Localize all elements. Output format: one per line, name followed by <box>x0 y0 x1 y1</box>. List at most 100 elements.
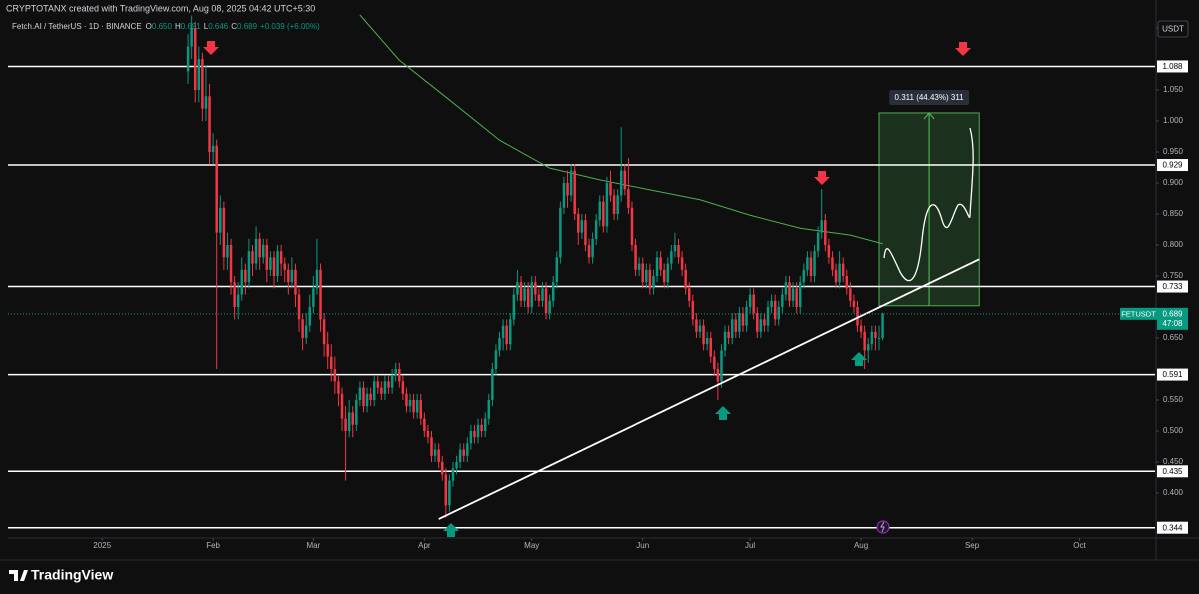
candle-body <box>852 300 856 307</box>
y-tick-label: 0.550 <box>1163 395 1184 404</box>
candle-body <box>362 387 365 407</box>
candle-body <box>816 232 820 252</box>
candle-body <box>466 443 469 456</box>
candle-body <box>415 399 419 413</box>
candle-body <box>680 257 684 270</box>
candle-body <box>383 381 387 394</box>
x-tick-label: Feb <box>206 541 220 550</box>
candle-body <box>616 195 619 215</box>
plot-area: 1.1501.0501.0000.9500.9000.8500.8000.750… <box>0 0 1199 561</box>
brand-name: TradingView <box>31 567 113 583</box>
candle-body <box>788 282 791 301</box>
candle-body <box>555 257 559 283</box>
candle-body <box>498 337 501 351</box>
candle-body <box>455 461 458 469</box>
candle-body <box>827 245 831 258</box>
last-price-box <box>1157 307 1188 330</box>
candle-body <box>841 263 845 276</box>
candle-body <box>365 393 369 407</box>
ohlc-value: 0.691 <box>181 22 202 31</box>
buy-arrow <box>851 352 867 366</box>
x-tick-label: 2025 <box>93 541 111 550</box>
candle-body <box>201 59 204 109</box>
candle-body <box>813 251 816 276</box>
y-tick-label: 0.650 <box>1163 333 1184 342</box>
projection-path <box>883 127 974 282</box>
candle-body <box>612 195 616 215</box>
candle-body <box>265 245 269 270</box>
candle-body <box>791 288 795 301</box>
candle-body <box>451 468 455 481</box>
candle-body <box>630 207 634 246</box>
candle-body <box>605 183 609 227</box>
candle-body <box>494 350 498 369</box>
candle-body <box>233 282 236 307</box>
candle-body <box>226 245 229 258</box>
candle-body <box>619 170 623 196</box>
candle-body <box>544 288 548 314</box>
candle-body <box>688 288 691 301</box>
event-icon-bolt <box>880 521 885 533</box>
ohlc-key: L <box>204 22 209 31</box>
candle-body <box>251 251 254 264</box>
y-tick-label: 0.800 <box>1163 240 1184 249</box>
x-tick-label: Oct <box>1073 541 1086 550</box>
candle-body <box>358 387 362 400</box>
currency-button[interactable] <box>1157 20 1189 38</box>
candle-body <box>666 263 670 283</box>
candle-body <box>881 313 884 338</box>
candle-body <box>287 269 290 283</box>
candle-body <box>598 201 602 221</box>
candle-body <box>509 319 512 345</box>
ohlc-key: H <box>175 22 181 31</box>
level-label-box <box>1157 465 1188 478</box>
candle-body <box>745 306 748 326</box>
candle-body <box>423 418 426 431</box>
candle-body <box>720 350 723 382</box>
currency-label[interactable]: USDT <box>1162 25 1184 34</box>
candle-body <box>208 96 211 153</box>
level-label-box <box>1157 60 1188 73</box>
level-label: 0.435 <box>1162 467 1183 476</box>
candle-body <box>355 399 358 425</box>
candle-body <box>526 288 530 307</box>
candle-body <box>476 424 480 438</box>
candle-body <box>398 368 401 382</box>
x-tick-label: Mar <box>306 541 320 550</box>
candle-body <box>419 399 423 419</box>
candle-body <box>691 300 695 320</box>
candle-body <box>351 412 354 425</box>
candle-body <box>534 282 537 295</box>
candle-body <box>297 294 301 320</box>
candle-body <box>734 319 738 332</box>
candle-body <box>519 282 523 301</box>
x-tick-label: Aug <box>854 541 868 550</box>
candle-body <box>770 300 773 307</box>
candle-body <box>566 183 569 196</box>
candle-body <box>784 282 788 295</box>
candle-body <box>229 245 233 283</box>
level-label: 1.088 <box>1162 62 1183 71</box>
candle-body <box>584 220 587 246</box>
ohlc-value: 0.689 <box>237 22 258 31</box>
candle-body <box>405 393 408 407</box>
candle-body <box>659 257 662 270</box>
candle-body <box>559 207 562 258</box>
candle-body <box>870 331 874 345</box>
candle-body <box>548 300 551 314</box>
candle-body <box>820 220 823 233</box>
candle-body <box>781 294 784 307</box>
candle-body <box>573 170 576 215</box>
candle-body <box>261 245 265 258</box>
candle-body <box>283 263 286 270</box>
candle-body <box>759 319 763 332</box>
candle-body <box>845 276 849 289</box>
candle-body <box>344 418 347 431</box>
candle-body <box>551 282 555 301</box>
candle-body <box>562 183 566 208</box>
y-tick-label: 0.500 <box>1163 426 1184 435</box>
sell-arrow <box>955 42 971 56</box>
candle-body <box>376 381 380 388</box>
candle-body <box>698 325 702 332</box>
